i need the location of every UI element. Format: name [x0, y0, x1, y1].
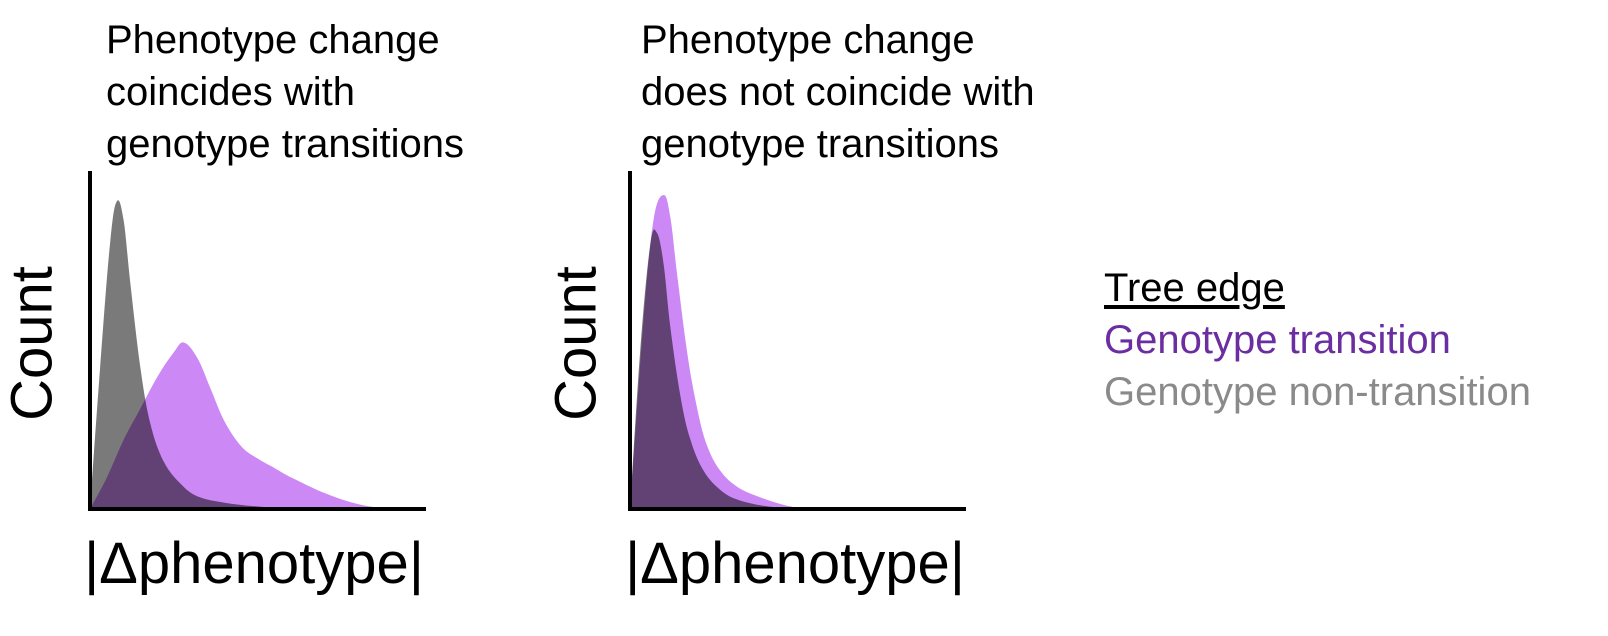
- panel2-title-line: Phenotype change: [641, 18, 975, 62]
- panel2-plot: [628, 171, 966, 511]
- panel1-xlabel: |Δphenotype|: [84, 531, 424, 596]
- legend: Tree edge Genotype transition Genotype n…: [1104, 262, 1531, 418]
- panel1-ylabel: Count: [0, 266, 65, 421]
- panel2-title-line: does not coincide with: [641, 70, 1035, 114]
- series-area-genotype-transition: [90, 342, 426, 510]
- legend-item-genotype-non-transition: Genotype non-transition: [1104, 370, 1531, 414]
- panel2-title-line: genotype transitions: [641, 122, 1000, 166]
- panel2-title: Phenotype change does not coincide with …: [641, 14, 1035, 170]
- legend-title: Tree edge: [1104, 266, 1285, 310]
- panel2-xlabel: |Δphenotype|: [625, 531, 965, 596]
- panel2-ylabel: Count: [543, 266, 609, 421]
- panel1-plot: [88, 171, 426, 511]
- panel1-title-line: Phenotype change: [106, 18, 440, 62]
- panel1-title-line: coincides with: [106, 70, 356, 114]
- series-area-genotype-non-transition: [630, 229, 798, 509]
- panel1-title-line: genotype transitions: [106, 122, 465, 166]
- legend-item-genotype-transition: Genotype transition: [1104, 318, 1451, 362]
- series-area-genotype-non-transition: [90, 200, 326, 509]
- panel1-title: Phenotype change coincides with genotype…: [106, 14, 464, 170]
